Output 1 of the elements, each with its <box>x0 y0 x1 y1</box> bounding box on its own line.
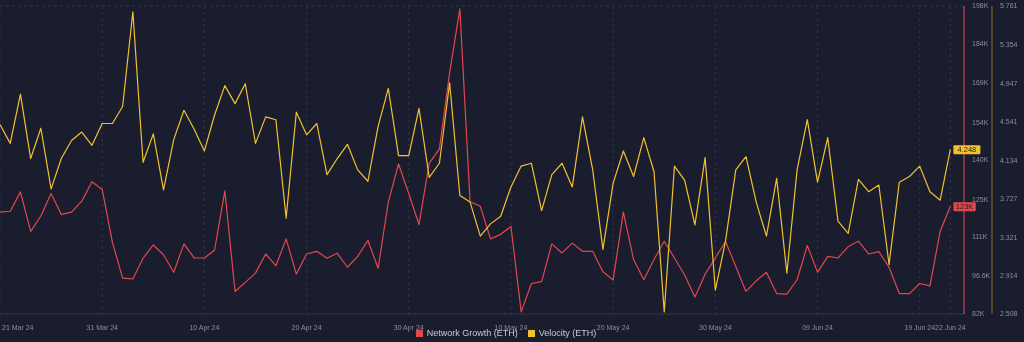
legend-label: Velocity (ETH) <box>538 328 597 338</box>
